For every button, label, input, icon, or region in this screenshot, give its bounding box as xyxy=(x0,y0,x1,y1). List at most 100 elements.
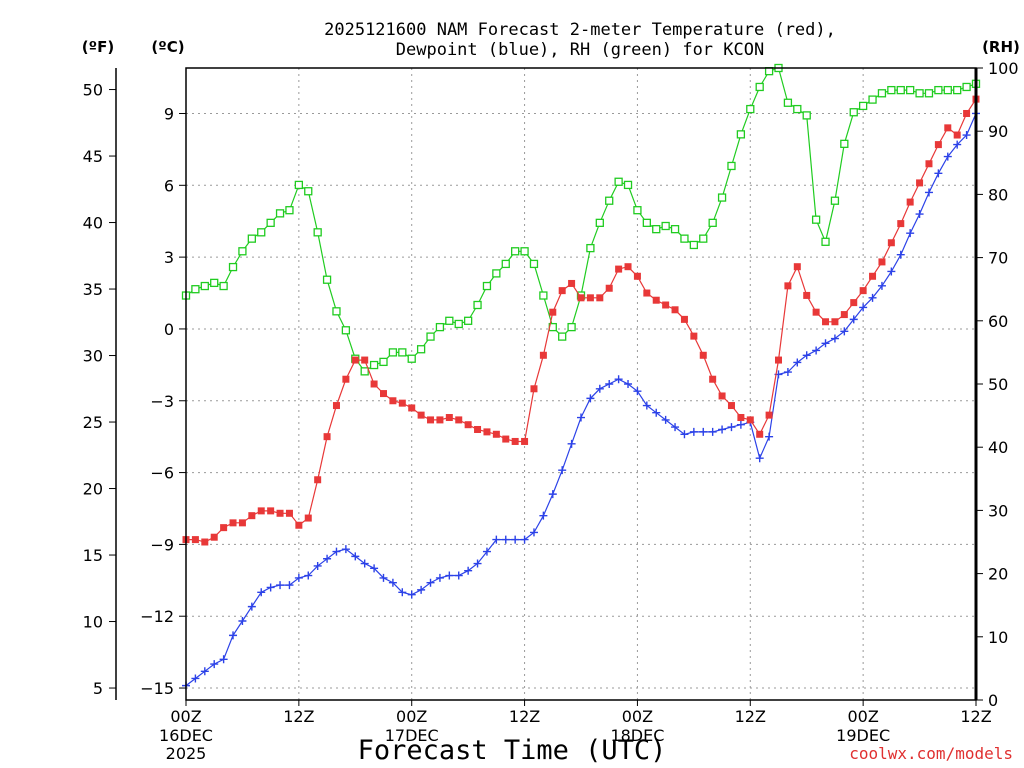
rh-point xyxy=(962,82,971,92)
x-tick-label: 12Z xyxy=(960,707,991,726)
dewpoint-point xyxy=(332,547,341,556)
dewpoint-point xyxy=(266,583,275,592)
temperature-point xyxy=(906,198,914,206)
x-tick-date-label: 16DEC xyxy=(159,726,213,745)
dewpoint-point xyxy=(276,581,285,590)
dewpoint-point xyxy=(492,535,501,544)
temperature-point xyxy=(558,287,566,295)
temperature-point xyxy=(869,272,877,280)
dewpoint-point xyxy=(671,423,680,432)
temperature-point xyxy=(746,416,754,424)
temperature-point xyxy=(633,272,641,280)
temperature-point xyxy=(690,332,698,340)
temperature-point xyxy=(511,437,519,445)
rh-point xyxy=(492,269,501,278)
rh-point xyxy=(699,234,708,243)
rh-tick-label: 80 xyxy=(988,185,1008,204)
temperature-point xyxy=(671,306,679,314)
temperature-point xyxy=(455,416,463,424)
temperature-point xyxy=(756,430,764,438)
dewpoint-point xyxy=(586,394,595,403)
rh-point xyxy=(379,357,388,367)
celsius-tick-label: −9 xyxy=(150,535,174,554)
dewpoint-point xyxy=(370,564,379,573)
rh-point xyxy=(595,218,604,227)
temperature-point xyxy=(822,318,830,326)
temperature-point xyxy=(897,220,905,228)
rh-point xyxy=(755,82,764,92)
rh-point xyxy=(539,291,548,300)
rh-point xyxy=(689,240,699,250)
dewpoint-point xyxy=(351,552,360,561)
rh-point xyxy=(228,262,238,272)
rh-tick-label: 30 xyxy=(988,501,1008,520)
dewpoint-point xyxy=(529,528,538,537)
rh-point xyxy=(670,225,680,234)
dewpoint-point xyxy=(633,387,642,396)
rh-point xyxy=(426,332,435,341)
temperature-point xyxy=(878,258,886,266)
dewpoint-point xyxy=(577,413,585,422)
rh-point xyxy=(341,326,351,335)
rh-point xyxy=(304,187,313,196)
dewpoint-point xyxy=(323,554,332,563)
temperature-point xyxy=(502,435,510,443)
dewpoint-point xyxy=(360,559,369,568)
temperature-point xyxy=(483,428,491,436)
fahrenheit-tick-label: 45 xyxy=(83,147,103,166)
rh-point xyxy=(802,111,811,120)
temperature-point xyxy=(285,509,293,517)
temperature-point xyxy=(530,385,538,393)
rh-point xyxy=(858,101,868,111)
rh-tick-label: 100 xyxy=(988,59,1019,78)
rh-point xyxy=(830,196,840,205)
temperature-point xyxy=(662,301,670,309)
rh-point xyxy=(238,247,247,256)
dewpoint-point xyxy=(718,425,727,434)
rh-point xyxy=(708,218,717,227)
rh-point xyxy=(642,218,651,227)
temperature-point xyxy=(652,296,660,304)
dewpoint-point xyxy=(906,229,915,238)
dewpoint-point xyxy=(294,573,303,582)
temperature-point xyxy=(840,311,848,319)
temperature-point xyxy=(709,375,717,383)
temperature-point xyxy=(332,402,340,410)
temperature-point xyxy=(784,282,792,290)
x-tick-label: 00Z xyxy=(622,707,653,726)
temperature-point xyxy=(323,433,331,441)
rh-tick-label: 40 xyxy=(988,438,1008,457)
chart-title-line1: 2025121600 NAM Forecast 2-meter Temperat… xyxy=(324,20,836,40)
celsius-tick-label: −12 xyxy=(140,607,174,626)
dewpoint-point xyxy=(821,339,830,348)
x-tick-label: 12Z xyxy=(735,707,766,726)
chart-grid xyxy=(186,68,976,700)
x-tick-year-label: 2025 xyxy=(166,744,207,763)
rh-point xyxy=(783,98,793,107)
temperature-point xyxy=(342,375,350,383)
dewpoint-line xyxy=(185,113,977,687)
series-layer xyxy=(181,63,981,690)
dewpoint-series xyxy=(182,109,980,690)
temperature-point xyxy=(417,411,425,419)
temperature-point xyxy=(596,294,604,302)
credit-link[interactable]: coolwx.com/models xyxy=(849,744,1013,763)
temperature-line xyxy=(186,98,977,543)
dewpoint-point xyxy=(783,368,792,377)
rh-point xyxy=(717,193,727,202)
rh-point xyxy=(407,354,416,363)
temperature-point xyxy=(831,318,839,326)
dewpoint-point xyxy=(915,210,924,219)
temperature-point xyxy=(408,404,416,412)
temperature-point xyxy=(314,476,322,484)
rh-point xyxy=(294,180,304,190)
temperature-point xyxy=(492,430,500,438)
temperature-point xyxy=(351,356,359,364)
temperature-point xyxy=(370,380,378,388)
temperature-point xyxy=(436,416,444,424)
rh-point xyxy=(473,300,482,310)
temperature-point xyxy=(220,524,228,532)
rh-point xyxy=(567,322,576,332)
dewpoint-point xyxy=(304,571,313,580)
rh-point xyxy=(369,360,379,370)
